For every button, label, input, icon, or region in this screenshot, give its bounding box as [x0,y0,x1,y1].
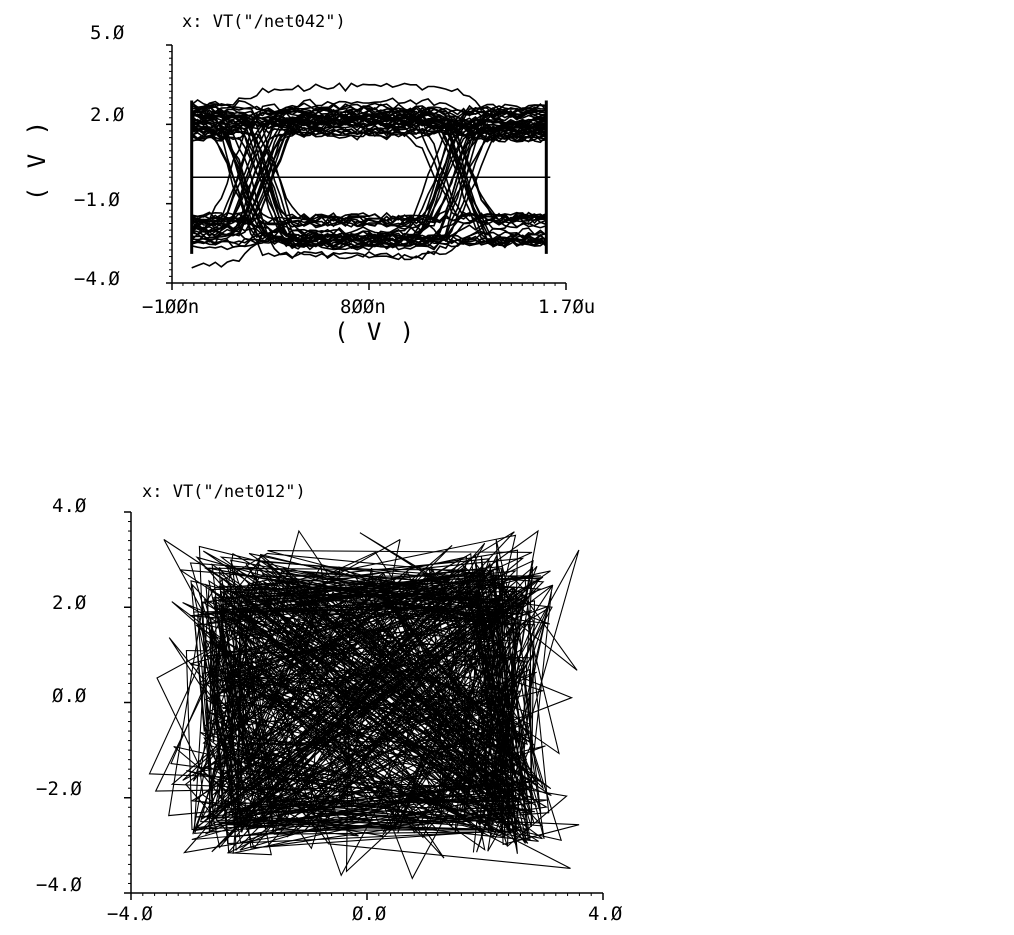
eye-xtick-label: −1ØØn [142,296,200,318]
eye-xlabel: ( V ) [334,318,417,346]
xy-trace [154,550,533,853]
xy-trace [156,539,563,880]
eye-trace [191,134,547,243]
eye-trace [191,118,547,269]
eye-trace [191,129,547,261]
eye-trace [191,118,547,222]
xy-trace-group [148,529,580,880]
xy-trace [173,529,551,849]
eye-trace-group [191,82,547,269]
eye-trace [191,105,547,246]
eye-ytick-label: 2.Ø [90,104,125,126]
xy-xtick-label: 4.Ø [588,903,623,925]
xy-ytick-label: −4.Ø [36,874,82,896]
xy-ytick-label: −2.Ø [36,778,82,800]
xy-xtick-label: Ø.Ø [352,903,387,925]
xy-trace [182,534,578,842]
xy-trace [148,544,547,852]
eye-xtick-label: 1.7Øu [538,296,596,318]
eye-trace [191,127,547,226]
eye-trace [191,103,547,242]
eye-trace [191,107,547,138]
eye-trace [191,124,547,228]
eye-trace [191,102,547,241]
eye-diagram-title: x: VT("/net042") [182,12,346,32]
eye-trace [191,232,547,248]
eye-ytick-label: −1.Ø [74,189,120,211]
eye-trace [191,112,547,134]
eye-ytick-label: −4.Ø [74,268,120,290]
eye-trace [191,124,547,261]
xy-ytick-label: 4.Ø [52,495,87,517]
eye-trace [191,112,547,233]
xy-ytick-label: 2.Ø [52,592,87,614]
eye-trace [191,129,547,227]
xy-ytick-label: Ø.Ø [52,685,87,707]
eye-xtick-label: 8ØØn [340,296,386,318]
xy-xtick-label: −4.Ø [107,903,153,925]
xy-plot-title: x: VT("/net012") [142,482,306,502]
eye-trace [191,111,547,249]
eye-ytick-label: 5.Ø [90,22,125,44]
